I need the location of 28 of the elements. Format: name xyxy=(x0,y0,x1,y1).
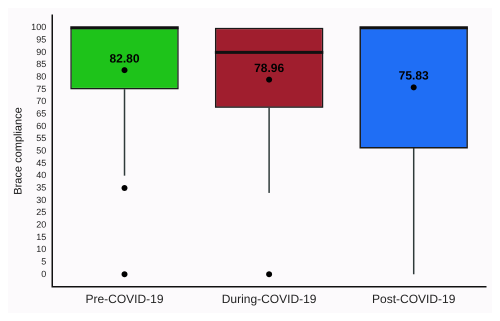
y-tick-label: 50 xyxy=(36,145,46,156)
y-tick-label: 15 xyxy=(36,232,46,242)
y-tick-label: 5 xyxy=(41,256,46,266)
y-tick-label: 90 xyxy=(36,46,46,57)
y-tick-label: 80 xyxy=(36,72,46,82)
y-tick-label: 100 xyxy=(31,22,46,32)
y-tick-label: 75 xyxy=(36,84,46,94)
annotation: 78.96 xyxy=(254,60,284,75)
y-tick-label: 20 xyxy=(36,219,46,230)
y-tick-label: 55 xyxy=(36,133,46,144)
y-tick-label: 70 xyxy=(36,96,46,106)
annotation: 82.80 xyxy=(110,51,140,66)
y-tick-label: 45 xyxy=(36,158,46,168)
y-tick-label: 0 xyxy=(41,268,46,279)
y-tick-label: 40 xyxy=(36,170,46,180)
y-tick-label: 30 xyxy=(36,194,46,205)
y-tick-label: 85 xyxy=(36,59,46,70)
y-axis-title: Brace compliance xyxy=(12,107,25,195)
y-tick-label: 65 xyxy=(36,108,46,119)
x-tick-label: Pre-COVID-19 xyxy=(86,292,164,306)
y-tick-label: 60 xyxy=(36,120,46,131)
x-tick-label: Post-COVID-19 xyxy=(372,292,456,306)
x-tick-label: During-COVID-19 xyxy=(222,292,317,306)
y-tick-label: 95 xyxy=(36,34,46,45)
y-tick-label: 25 xyxy=(36,207,46,218)
y-tick-label: 35 xyxy=(36,182,46,192)
y-tick-label: 10 xyxy=(36,244,46,254)
annotation: 75.83 xyxy=(398,68,430,83)
